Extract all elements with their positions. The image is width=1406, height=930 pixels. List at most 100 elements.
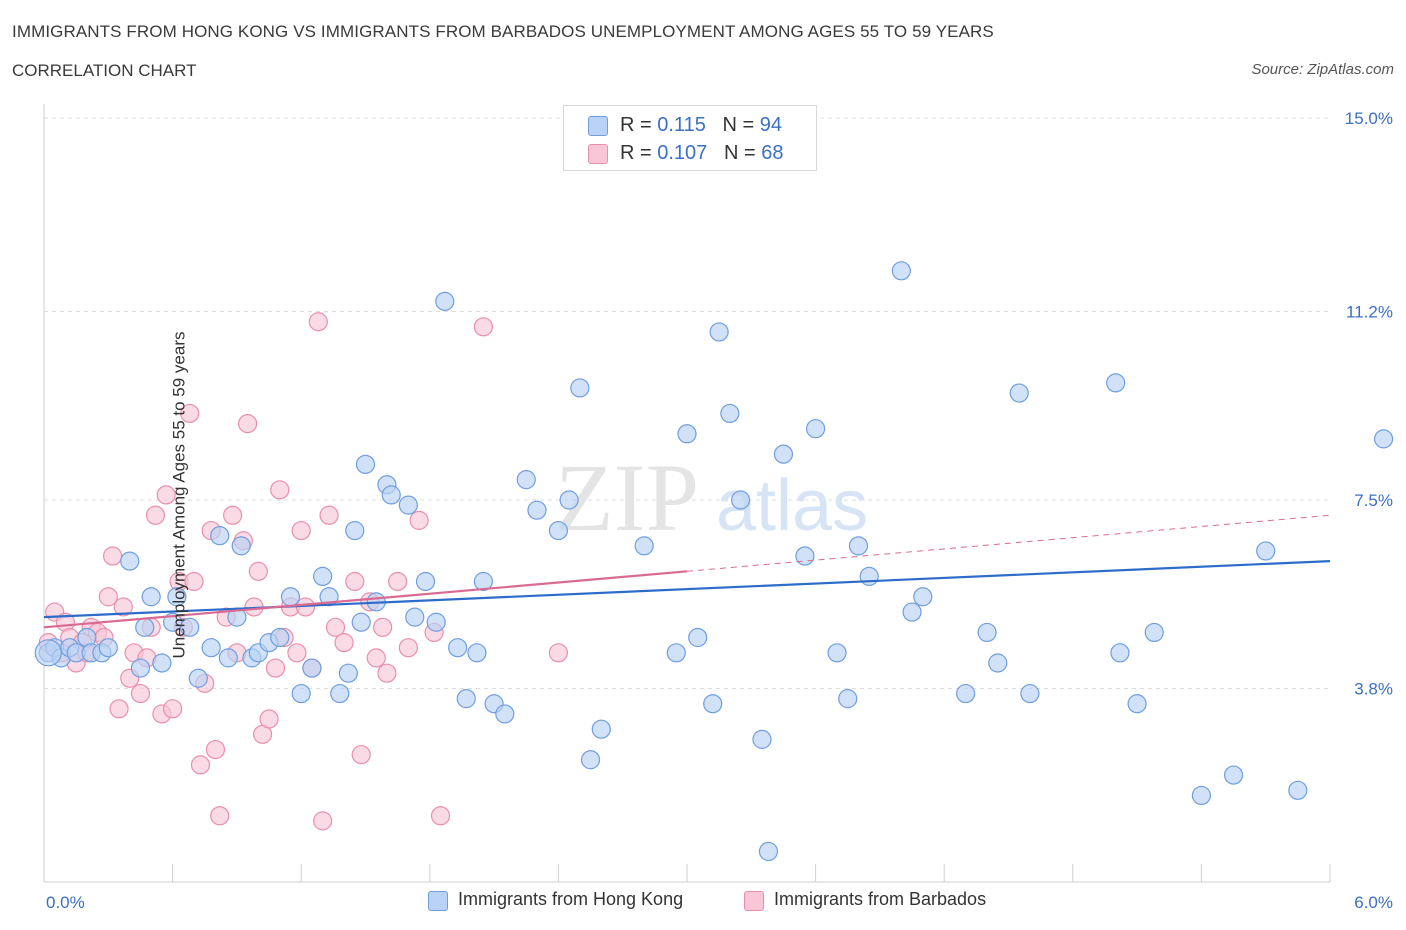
n-label: N =: [722, 114, 760, 136]
hong-kong-point: [218, 648, 238, 668]
hong-kong-point: [167, 587, 187, 607]
watermark: ZIP atlas: [555, 444, 868, 551]
hong-kong-point: [752, 729, 772, 749]
hong-kong-point: [135, 617, 155, 637]
hong-kong-point: [34, 639, 62, 667]
hong-kong-point: [1223, 765, 1244, 785]
watermark-zip: ZIP: [555, 444, 699, 551]
r-label: R =: [620, 114, 658, 136]
hong-kong-point: [548, 520, 569, 541]
barbados-point: [430, 806, 451, 826]
barbados-point: [313, 811, 333, 831]
hong-kong-point: [666, 643, 686, 663]
hong-kong-point: [398, 495, 418, 515]
hong-kong-point: [130, 658, 151, 678]
hong-kong-point: [1110, 643, 1130, 663]
barbados-point: [291, 520, 311, 541]
hong-kong-point: [559, 490, 579, 510]
barbados-point: [388, 571, 408, 592]
hong-kong-point: [1009, 383, 1029, 403]
hong-kong-point: [634, 536, 654, 556]
barbados-point: [210, 806, 230, 826]
hong-kong-point: [415, 571, 436, 592]
barbados-point: [325, 617, 346, 637]
chart-subtitle: CORRELATION CHART: [12, 61, 197, 80]
hong-kong-point: [302, 658, 322, 678]
hong-kong-point: [381, 485, 401, 505]
y-tick-label: 11.2%: [1346, 303, 1393, 322]
hong-kong-point: [570, 378, 590, 398]
y-tick-label: 3.8%: [1354, 679, 1393, 698]
hong-kong-point: [120, 551, 140, 571]
hong-kong-point: [1144, 622, 1164, 643]
gridlines: [44, 117, 1330, 689]
hong-kong-point: [141, 587, 161, 607]
barbados-point: [259, 709, 279, 729]
hong-kong-point: [338, 663, 358, 683]
hong-kong-point: [351, 612, 371, 632]
hong-kong-point: [580, 750, 601, 770]
hong-kong-point: [688, 627, 708, 648]
y-tick-label: 15.0%: [1345, 109, 1393, 128]
r-value: 0.107: [657, 142, 708, 164]
hong-kong-point: [677, 424, 697, 444]
hong-kong-point: [516, 470, 536, 490]
legend-label: Immigrants from Hong Kong: [458, 889, 684, 909]
hong-kong-point: [1373, 429, 1394, 449]
barbados-point: [156, 485, 176, 505]
hong-kong-point: [210, 526, 230, 546]
hong-kong-point: [758, 841, 779, 862]
hong-kong-point: [330, 683, 350, 704]
barbados-point: [238, 414, 258, 434]
hong-kong-point: [859, 566, 879, 587]
hong-kong-point: [709, 322, 729, 342]
barbados-point: [319, 505, 339, 525]
barbados-point: [130, 683, 151, 704]
hong-kong-point: [956, 683, 976, 704]
hong-kong-point: [703, 694, 723, 714]
barbados-point: [223, 505, 243, 525]
hong-kong-point: [405, 607, 425, 627]
legend-label: Immigrants from Barbados: [774, 889, 987, 909]
hong-kong-point: [188, 668, 208, 688]
hong-kong-point: [913, 587, 933, 607]
barbados-points: [38, 312, 569, 831]
barbados-point: [270, 480, 290, 500]
barbados-swatch: [588, 144, 608, 164]
hong-kong-point: [180, 617, 200, 637]
chart-title: IMMIGRANTS FROM HONG KONG VS IMMIGRANTS …: [12, 22, 994, 41]
barbados-point: [308, 312, 328, 332]
barbados-point: [377, 663, 397, 683]
hong-kong-point: [426, 612, 446, 632]
axes: [43, 104, 1331, 883]
hong-kong-point: [1191, 785, 1212, 806]
barbados-point: [265, 658, 286, 678]
hong-kong-point: [591, 719, 611, 739]
hong-kong-point: [270, 627, 290, 648]
barbados-point: [205, 739, 226, 760]
r-value: 0.115: [657, 114, 706, 136]
barbados-point: [351, 745, 371, 765]
hong-kong-point: [977, 622, 997, 643]
barbados-point: [373, 617, 393, 637]
hong-kong-point: [1020, 683, 1040, 704]
hong-kong-point: [435, 291, 455, 311]
hong-kong-point: [1288, 780, 1308, 800]
r-label: R =: [620, 142, 658, 164]
barbados-point: [248, 561, 268, 581]
y-axis-label: Unemployment Among Ages 55 to 59 years: [169, 331, 189, 659]
trend-lines: [43, 514, 1331, 629]
hong-kong-point: [152, 653, 172, 673]
barbados-point: [398, 638, 418, 658]
barbados-point: [409, 510, 429, 530]
barbados-point: [109, 699, 129, 719]
hong-kong-point: [313, 566, 333, 587]
x-tick-label: 6.0%: [1354, 893, 1393, 912]
hong-kong-point: [827, 643, 847, 663]
hong-kong-point: [467, 643, 487, 663]
barbados-point: [548, 643, 569, 663]
hong-kong-point: [291, 683, 311, 704]
hong-kong-trend-line: [43, 560, 1331, 619]
hong-kong-point: [355, 454, 376, 474]
